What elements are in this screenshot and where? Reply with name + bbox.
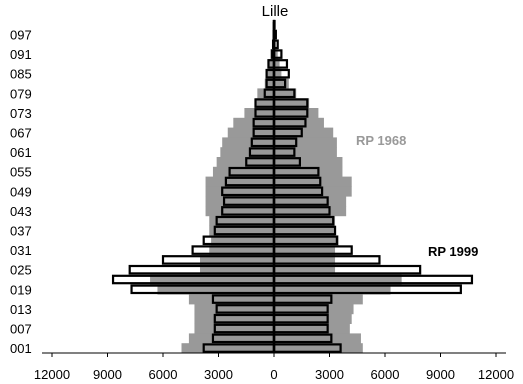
y-tick-label: 067 bbox=[10, 126, 32, 141]
bars-layer bbox=[111, 19, 474, 353]
x-tick-label: 12000 bbox=[478, 367, 514, 382]
bar-1968-right-019 bbox=[274, 284, 391, 295]
y-tick-label: 079 bbox=[10, 86, 32, 101]
x-tick-label: 6000 bbox=[371, 367, 400, 382]
bar-1968-left-049 bbox=[205, 186, 274, 197]
bar-1968-right-076 bbox=[274, 98, 310, 109]
y-tick-label: 085 bbox=[10, 67, 32, 82]
bar-1968-right-064 bbox=[274, 137, 337, 148]
bar-1968-right-040 bbox=[274, 215, 336, 226]
x-tick-label: 3000 bbox=[204, 367, 233, 382]
bar-1968-left-064 bbox=[222, 137, 274, 148]
series-label-1968: RP 1968 bbox=[356, 133, 406, 148]
bar-1968-left-043 bbox=[205, 206, 274, 217]
bar-1968-left-016 bbox=[188, 294, 274, 305]
bar-1968-right-070 bbox=[274, 117, 324, 128]
bar-1968-left-088 bbox=[268, 59, 274, 70]
bar-1968-right-073 bbox=[274, 108, 319, 119]
bar-1968-left-061 bbox=[220, 147, 274, 158]
bar-1968-right-061 bbox=[274, 147, 337, 158]
bar-1968-left-037 bbox=[209, 225, 274, 236]
bar-1968-left-019 bbox=[157, 284, 274, 295]
y-tick-label: 037 bbox=[10, 224, 32, 239]
bar-1968-right-046 bbox=[274, 196, 347, 207]
y-tick-label: 091 bbox=[10, 47, 32, 62]
x-tick-label: 9000 bbox=[426, 367, 455, 382]
bar-1968-right-031 bbox=[274, 245, 336, 256]
y-tick-label: 013 bbox=[10, 302, 32, 317]
series-label-1999: RP 1999 bbox=[428, 244, 478, 259]
x-tick-label: 3000 bbox=[315, 367, 344, 382]
bar-1968-right-028 bbox=[274, 255, 336, 266]
bar-1968-right-058 bbox=[274, 157, 343, 168]
bar-1968-right-052 bbox=[274, 176, 352, 187]
bar-1968-left-073 bbox=[244, 108, 274, 119]
bar-1968-left-046 bbox=[205, 196, 274, 207]
bar-1968-right-025 bbox=[274, 264, 336, 275]
bar-1968-right-016 bbox=[274, 294, 363, 305]
bar-1968-right-013 bbox=[274, 304, 354, 315]
bar-1968-right-067 bbox=[274, 127, 334, 138]
bar-1968-right-010 bbox=[274, 313, 352, 324]
bar-1968-left-082 bbox=[264, 78, 274, 89]
bar-1968-left-034 bbox=[211, 235, 274, 246]
bar-1968-right-082 bbox=[274, 78, 289, 89]
bar-1968-left-001 bbox=[181, 343, 274, 354]
y-tick-label: 043 bbox=[10, 204, 32, 219]
bar-1968-right-085 bbox=[274, 68, 282, 79]
bar-1968-left-031 bbox=[209, 245, 274, 256]
y-tick-label: 055 bbox=[10, 165, 32, 180]
bar-1968-left-055 bbox=[212, 166, 274, 177]
bar-1968-right-043 bbox=[274, 206, 347, 217]
bar-1968-right-022 bbox=[274, 274, 402, 285]
bar-1968-left-007 bbox=[194, 323, 274, 334]
bar-1968-right-004 bbox=[274, 333, 361, 344]
y-tick-label: 031 bbox=[10, 243, 32, 258]
bar-1968-left-076 bbox=[255, 98, 274, 109]
axis-layer: 12000 9000 6000 3000 0 3000 6000 9000 1200000100… bbox=[10, 22, 514, 382]
bar-1968-left-028 bbox=[200, 255, 274, 266]
y-tick-label: 061 bbox=[10, 145, 32, 160]
bar-1968-right-037 bbox=[274, 225, 336, 236]
bar-1968-left-013 bbox=[194, 304, 274, 315]
bar-1968-right-091 bbox=[274, 49, 278, 60]
bar-1968-left-040 bbox=[209, 215, 274, 226]
bar-1968-left-004 bbox=[188, 333, 274, 344]
y-tick-label: 019 bbox=[10, 282, 32, 297]
chart-title: Lille bbox=[262, 3, 289, 20]
y-tick-label: 097 bbox=[10, 28, 32, 43]
y-tick-label: 025 bbox=[10, 263, 32, 278]
bar-1968-right-088 bbox=[274, 59, 280, 70]
y-tick-label: 001 bbox=[10, 341, 32, 356]
bar-1968-left-052 bbox=[205, 176, 274, 187]
bar-1968-left-025 bbox=[200, 264, 274, 275]
bar-1968-right-007 bbox=[274, 323, 350, 334]
bar-1968-right-049 bbox=[274, 186, 352, 197]
x-tick-label: 12000 bbox=[34, 367, 70, 382]
bar-1968-left-010 bbox=[194, 313, 274, 324]
y-tick-label: 007 bbox=[10, 322, 32, 337]
bar-1968-right-055 bbox=[274, 166, 343, 177]
y-tick-label: 073 bbox=[10, 106, 32, 121]
x-tick-label: 0 bbox=[270, 367, 277, 382]
y-tick-label: 049 bbox=[10, 184, 32, 199]
bar-1968-right-034 bbox=[274, 235, 339, 246]
bar-1968-left-067 bbox=[227, 127, 274, 138]
bar-1968-left-085 bbox=[266, 68, 274, 79]
x-tick-label: 6000 bbox=[149, 367, 178, 382]
bar-1968-left-022 bbox=[150, 274, 274, 285]
bar-1968-right-001 bbox=[274, 343, 363, 354]
bar-1968-right-079 bbox=[274, 88, 297, 99]
x-tick-label: 9000 bbox=[93, 367, 122, 382]
